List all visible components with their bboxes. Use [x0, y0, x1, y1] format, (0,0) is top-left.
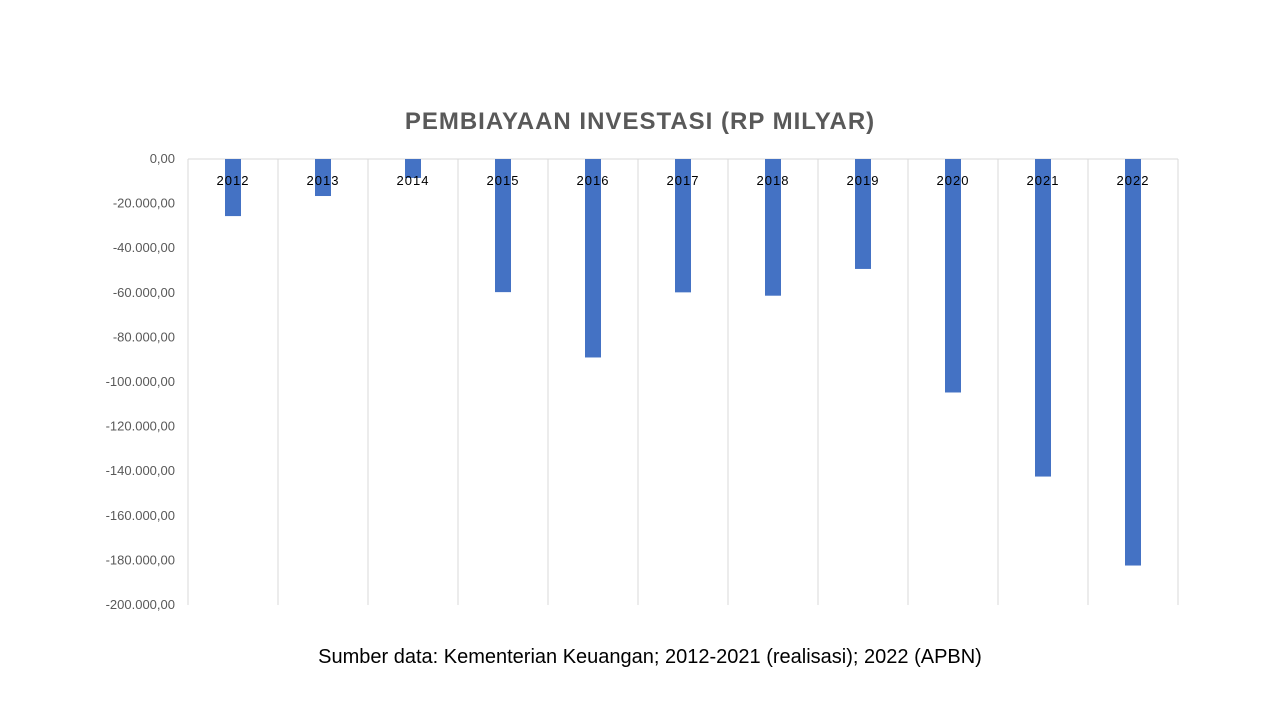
- x-tick-label: 2022: [1117, 173, 1150, 188]
- y-tick-label: -20.000,00: [113, 196, 175, 211]
- y-tick-label: -40.000,00: [113, 240, 175, 255]
- y-tick-label: 0,00: [150, 151, 175, 166]
- y-tick-label: -60.000,00: [113, 285, 175, 300]
- x-tick-label: 2017: [667, 173, 700, 188]
- x-tick-label: 2020: [937, 173, 970, 188]
- x-tick-label: 2018: [757, 173, 790, 188]
- x-tick-label: 2012: [217, 173, 250, 188]
- x-tick-label: 2016: [577, 173, 610, 188]
- y-tick-label: -140.000,00: [106, 463, 175, 478]
- y-tick-label: -100.000,00: [106, 374, 175, 389]
- x-tick-label: 2021: [1027, 173, 1060, 188]
- x-tick-label: 2013: [307, 173, 340, 188]
- bar: [945, 159, 961, 392]
- bar: [1125, 159, 1141, 566]
- y-tick-label: -160.000,00: [106, 508, 175, 523]
- x-tick-label: 2015: [487, 173, 520, 188]
- bar: [1035, 159, 1051, 477]
- y-tick-label: -200.000,00: [106, 597, 175, 612]
- x-tick-label: 2019: [847, 173, 880, 188]
- y-tick-label: -120.000,00: [106, 419, 175, 434]
- bar: [585, 159, 601, 357]
- y-tick-label: -180.000,00: [106, 552, 175, 567]
- source-note: Sumber data: Kementerian Keuangan; 2012-…: [0, 646, 1280, 669]
- chart-plot-area: 0,00 -20.000,00 -40.000,00 -60.000,00 -80.00…: [0, 0, 1280, 720]
- y-tick-label: -80.000,00: [113, 329, 175, 344]
- x-tick-label: 2014: [397, 173, 430, 188]
